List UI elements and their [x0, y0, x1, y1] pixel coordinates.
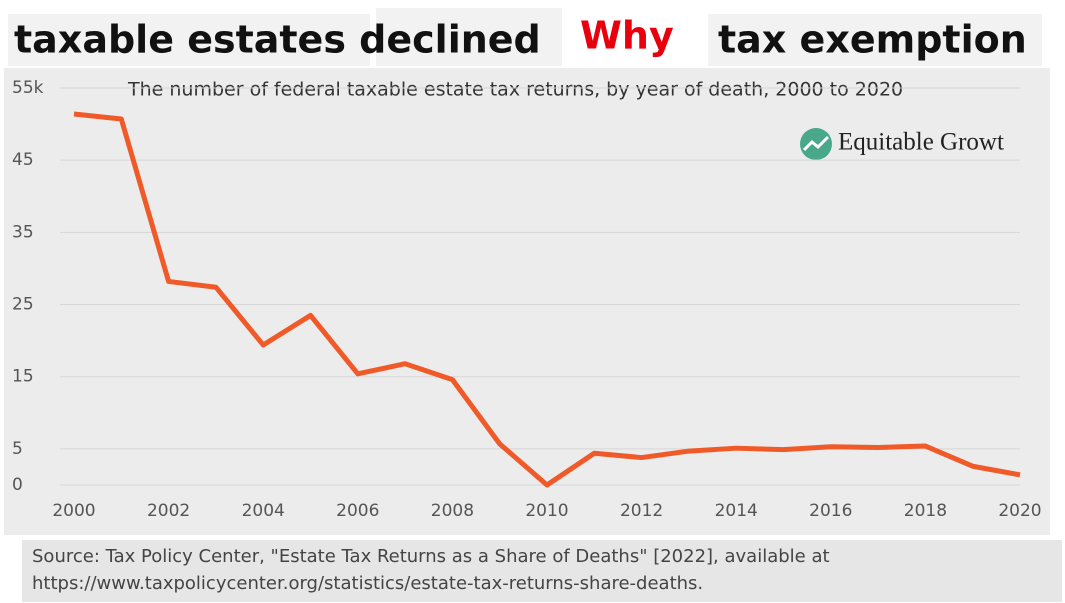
data-line: [73, 111, 1021, 488]
x-tick-label: 2014: [715, 501, 758, 521]
source: https://www.taxpolicycenter.org/statisti…: [32, 573, 703, 594]
y-tick-label: 35: [12, 222, 34, 242]
x-tick-label: 2006: [336, 501, 379, 521]
x-tick-label: 2002: [147, 501, 190, 521]
x-tick-label: 2000: [52, 501, 95, 521]
x-tick-label: 2012: [620, 501, 663, 521]
header-box: [8, 14, 370, 66]
header-box: [708, 14, 1042, 66]
brand: Equitable Growt: [838, 129, 1004, 156]
y-tick-label: 25: [12, 295, 34, 315]
subtitle: The number of federal taxable estate tax…: [127, 79, 903, 101]
x-tick-label: 2020: [998, 501, 1041, 521]
x-tick-label: 2004: [242, 501, 285, 521]
x-tick-label: 2008: [431, 501, 474, 521]
x-tick-label: 2016: [809, 501, 852, 521]
header-text: taxable estates declined: [14, 18, 541, 62]
x-tick-label: 2010: [525, 501, 568, 521]
y-tick-label: 5: [12, 439, 23, 459]
y-tick-label: 15: [12, 367, 34, 387]
header-highlight: Why: [580, 14, 674, 58]
plot-panel: [4, 68, 1050, 535]
y-tick-label: 55k: [12, 78, 44, 98]
y-tick-label: 0: [12, 475, 23, 495]
brand-icon-line: [802, 135, 830, 152]
y-tick-label: 45: [12, 150, 34, 170]
source: Source: Tax Policy Center, "Estate Tax R…: [32, 546, 830, 567]
header-text: tax exemption: [718, 18, 1027, 62]
header-box: [376, 8, 562, 66]
x-tick-label: 2018: [904, 501, 947, 521]
source-panel: [22, 540, 1062, 602]
